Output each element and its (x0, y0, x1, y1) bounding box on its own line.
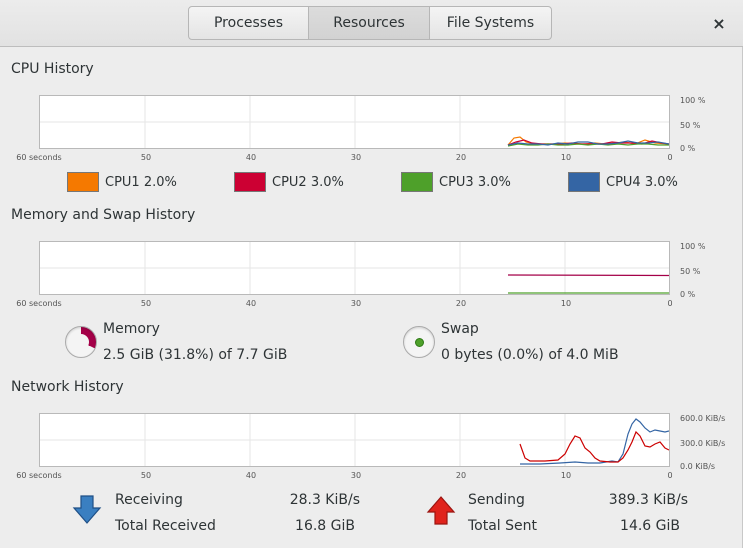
network-xtick: 0 (667, 471, 673, 480)
memory-pie-center (73, 334, 89, 350)
network-xtick: 10 (560, 471, 572, 480)
memory-xtick: 40 (245, 299, 257, 308)
cpu-ytick-100: 100 % (680, 96, 706, 105)
memory-xtick: 60 seconds (16, 299, 62, 308)
sending-value: 389.3 KiB/s (608, 492, 688, 508)
tab-processes[interactable]: Processes (189, 7, 309, 39)
cpu1-label: CPU1 (105, 174, 140, 190)
close-icon: × (712, 13, 726, 33)
memory-detail: 2.5 GiB (31.8%) of 7.7 GiB (103, 347, 288, 363)
cpu-xtick: 50 (140, 153, 152, 162)
cpu2-color-button[interactable] (234, 172, 266, 192)
cpu-history-graph (39, 95, 670, 149)
sending-label: Sending (468, 492, 525, 508)
cpu2-label: CPU2 (272, 174, 307, 190)
memory-graph-svg (40, 242, 669, 294)
cpu3-label: CPU3 (439, 174, 474, 190)
memory-pie-button[interactable] (65, 326, 97, 358)
receiving-label: Receiving (115, 492, 183, 508)
swap-detail: 0 bytes (0.0%) of 4.0 MiB (441, 347, 619, 363)
tab-file-systems[interactable]: File Systems (446, 15, 535, 31)
cpu3-value: 3.0% (477, 174, 511, 190)
cpu3-line (507, 143, 669, 147)
cpu3-color-button[interactable] (401, 172, 433, 192)
cpu4-label: CPU4 (606, 174, 641, 190)
cpu1-value: 2.0% (143, 174, 177, 190)
cpu-xtick: 40 (245, 153, 257, 162)
memory-xtick: 50 (140, 299, 152, 308)
network-ytick-0: 0.0 KiB/s (680, 462, 716, 471)
send-color-button[interactable] (425, 494, 457, 526)
cpu-graph-svg (40, 96, 669, 148)
network-xtick: 50 (140, 471, 152, 480)
cpu-xtick: 10 (560, 153, 572, 162)
memory-ytick-100: 100 % (680, 242, 706, 251)
cpu2-legend: CPU2 3.0% (234, 172, 344, 192)
memory-line (507, 274, 669, 277)
header-bar: Processes Resources File Systems × (0, 0, 743, 47)
memory-xtick: 30 (350, 299, 362, 308)
cpu4-line (507, 140, 669, 146)
memory-ytick-50: 50 % (680, 267, 701, 276)
memory-history-graph (39, 241, 670, 295)
cpu-ytick-0: 0 % (680, 144, 696, 153)
network-history-graph (39, 413, 670, 467)
memory-xtick: 0 (667, 299, 673, 308)
swap-label: Swap (441, 321, 479, 337)
receiving-line (520, 418, 669, 465)
cpu-xtick: 20 (455, 153, 467, 162)
network-history-title: Network History (11, 379, 124, 395)
cpu1-color-button[interactable] (67, 172, 99, 192)
receive-color-button[interactable] (71, 494, 103, 526)
cpu2-value: 3.0% (310, 174, 344, 190)
network-xtick: 40 (245, 471, 257, 480)
memory-xtick: 20 (455, 299, 467, 308)
total-received-label: Total Received (115, 518, 216, 534)
network-xtick: 20 (455, 471, 467, 480)
cpu-xtick: 0 (667, 153, 673, 162)
cpu-xtick: 30 (350, 153, 362, 162)
close-button[interactable]: × (708, 12, 730, 34)
arrow-down-icon (72, 495, 102, 524)
swap-pie-dot (415, 338, 424, 347)
cpu-ytick-50: 50 % (680, 121, 701, 130)
network-graph-svg (40, 414, 669, 466)
view-switcher: Processes Resources File Systems (188, 6, 552, 40)
memory-xtick: 10 (560, 299, 572, 308)
total-sent-value: 14.6 GiB (620, 518, 680, 534)
memory-history-title: Memory and Swap History (11, 207, 196, 223)
cpu1-legend: CPU1 2.0% (67, 172, 177, 192)
receiving-value: 28.3 KiB/s (289, 492, 360, 508)
total-received-value: 16.8 GiB (295, 518, 355, 534)
cpu3-legend: CPU3 3.0% (401, 172, 511, 192)
network-ytick-300: 300.0 KiB/s (680, 439, 726, 448)
cpu4-color-button[interactable] (568, 172, 600, 192)
tab-resources[interactable]: Resources (309, 7, 430, 39)
network-ytick-600: 600.0 KiB/s (680, 414, 726, 423)
swap-pie-button[interactable] (403, 326, 435, 358)
sending-line (519, 430, 669, 463)
total-sent-label: Total Sent (468, 518, 538, 534)
cpu-xtick: 60 seconds (16, 153, 62, 162)
arrow-up-icon (426, 496, 456, 525)
memory-ytick-0: 0 % (680, 290, 696, 299)
cpu4-legend: CPU4 3.0% (568, 172, 678, 192)
network-xtick: 30 (350, 471, 362, 480)
network-xtick: 60 seconds (16, 471, 62, 480)
memory-label: Memory (103, 321, 160, 337)
cpu-history-title: CPU History (11, 61, 94, 77)
cpu4-value: 3.0% (644, 174, 678, 190)
